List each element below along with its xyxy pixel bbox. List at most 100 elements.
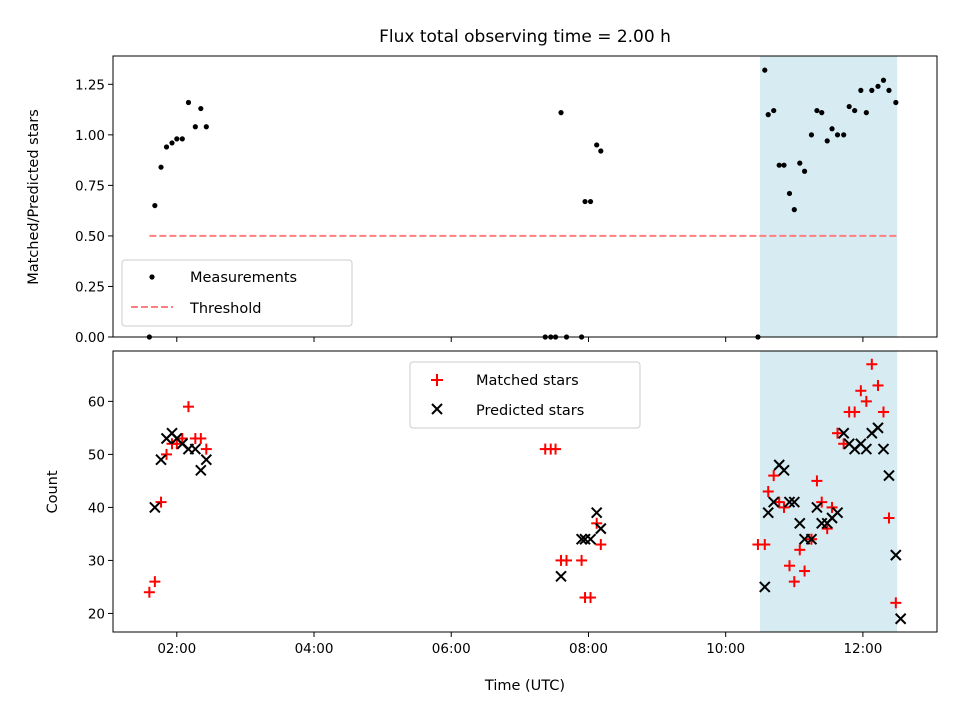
measurement-point: [846, 103, 852, 110]
predicted-star-point: [575, 533, 588, 545]
measurement-point: [179, 136, 185, 142]
measurement-point: [203, 124, 209, 130]
measurement-point: [819, 110, 825, 116]
predicted-star-point: [759, 581, 771, 593]
bottom-y-tick-label: 60: [88, 394, 105, 410]
matched-star-point: [860, 395, 872, 407]
predicted-star-point: [872, 422, 884, 434]
predicted-star-point: [890, 549, 902, 561]
matched-star-point: [768, 470, 780, 482]
measurement-point: [765, 112, 771, 118]
measurement-point: [791, 207, 797, 213]
predicted-star-point: [860, 443, 873, 455]
top-y-tick-label: 0.75: [75, 178, 105, 194]
predicted-star-point: [155, 453, 167, 466]
measurement-point: [829, 126, 835, 132]
predicted-star-point: [778, 464, 790, 476]
matched-star-point: [872, 379, 884, 391]
predicted-star-point: [195, 464, 207, 476]
measurement-point: [192, 124, 198, 130]
top-y-tick-label: 1.00: [75, 128, 105, 144]
matched-star-point: [576, 554, 588, 566]
measurement-point: [797, 160, 803, 166]
bottom-x-tick-label: 02:00: [157, 641, 196, 657]
matched-star-point: [849, 406, 861, 418]
predicted-star-point: [555, 570, 567, 583]
measurement-point: [558, 110, 564, 116]
matched-star-point: [195, 432, 207, 444]
bottom-legend-box: [409, 361, 641, 429]
measurement-point: [762, 67, 768, 73]
legend-label-threshold: Threshold: [189, 301, 261, 317]
predicted-star-point: [831, 507, 844, 519]
matched-star-point: [171, 438, 183, 450]
legend-label-predicted-stars: Predicted stars: [476, 403, 584, 419]
measurement-point: [841, 132, 847, 138]
measurement-point: [163, 144, 170, 150]
measurement-point: [869, 87, 875, 93]
predicted-star-point: [149, 501, 161, 514]
chart-title: Flux total observing time = 2.00 h: [379, 27, 671, 47]
bottom-y-tick-label: 50: [88, 447, 105, 463]
bottom-x-tick-label: 10:00: [706, 641, 745, 657]
predicted-star-point: [894, 613, 907, 625]
matched-star-point: [595, 539, 607, 551]
measurement-point: [824, 138, 830, 144]
measurement-point: [858, 87, 864, 93]
matched-star-point: [855, 385, 867, 397]
matched-star-point: [799, 565, 811, 577]
measurement-point: [198, 105, 204, 112]
predicted-star-point: [883, 469, 895, 482]
bottom-x-tick-label: 12:00: [843, 641, 882, 657]
matched-star-point: [788, 576, 800, 588]
predicted-star-point: [762, 507, 774, 519]
legend-marker-predicted-stars: [431, 403, 443, 415]
matched-star-point: [585, 592, 597, 604]
measurement-point: [185, 99, 192, 106]
measurement-point: [152, 202, 158, 209]
measurement-point: [594, 142, 600, 148]
measurement-point: [158, 164, 164, 170]
measurement-point: [834, 132, 841, 138]
matched-star-point: [759, 539, 771, 551]
matched-star-point: [811, 475, 823, 487]
legend-marker-measurements: [149, 274, 155, 280]
top-y-tick-label: 1.25: [75, 77, 105, 93]
bottom-y-tick-label: 30: [88, 553, 105, 569]
measurement-point: [598, 148, 604, 154]
measurement-point: [852, 107, 858, 114]
legend-marker-matched-stars: [431, 374, 443, 386]
bottom-x-tick-label: 04:00: [295, 641, 334, 657]
top-highlight-span: [759, 56, 898, 337]
matched-star-point: [161, 448, 173, 460]
predicted-star-point: [783, 496, 796, 508]
matched-star-point: [877, 406, 889, 418]
top-legend-box: [121, 259, 353, 327]
matched-star-point: [838, 438, 850, 450]
matched-star-point: [550, 443, 562, 455]
bottom-y-tick-label: 40: [88, 500, 105, 516]
matched-star-point: [821, 523, 833, 535]
matched-star-point: [155, 496, 167, 508]
predicted-star-point: [837, 427, 850, 439]
legend-label-measurements: Measurements: [190, 270, 297, 286]
matched-star-point: [890, 597, 902, 609]
matched-star-point: [783, 560, 795, 572]
bottom-highlight-span: [759, 351, 898, 632]
bottom-y-axis-label: Count: [45, 470, 61, 513]
measurement-point: [886, 87, 892, 93]
measurement-point: [893, 99, 899, 106]
matched-star-point: [866, 358, 878, 370]
matched-star-point: [773, 496, 785, 508]
legend-label-matched-stars: Matched stars: [476, 373, 579, 389]
top-y-tick-label: 0.25: [75, 279, 105, 295]
matched-star-point: [832, 427, 844, 439]
matched-star-point: [176, 432, 188, 444]
bottom-plot-panel: Count Time (UTC) 02:00 04:00 06:00 08:00 10:…: [45, 350, 938, 694]
measurement-point: [169, 140, 175, 146]
top-y-tick-label: 0.50: [75, 229, 105, 245]
top-legend: Measurements Threshold: [121, 259, 353, 327]
matched-star-point: [826, 501, 838, 513]
matched-star-point: [182, 401, 194, 413]
